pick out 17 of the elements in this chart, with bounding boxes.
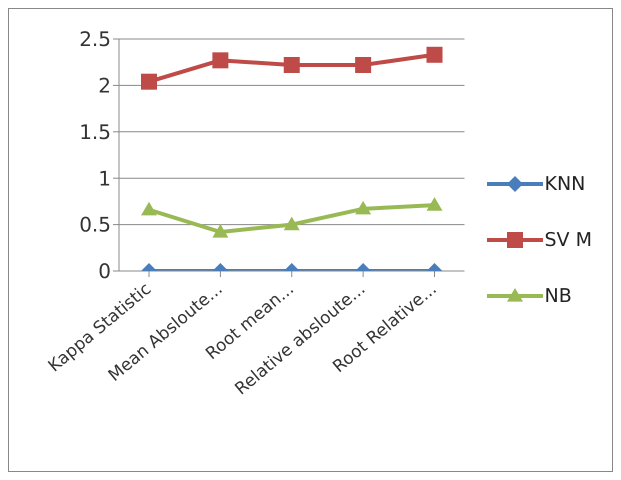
point <box>355 56 372 73</box>
legend-label: KNN <box>544 173 586 195</box>
y-tick-label: 0 <box>98 259 111 284</box>
point <box>141 74 157 90</box>
legend-label: SV M <box>544 229 592 251</box>
y-tick-label: 1 <box>98 166 111 190</box>
point <box>355 200 372 214</box>
point <box>212 52 228 68</box>
legend-label: NB <box>544 285 572 307</box>
y-tick-label: 1.5 <box>79 120 111 144</box>
point <box>141 202 157 216</box>
y-tick-label: 2.5 <box>79 27 111 52</box>
point <box>426 46 442 63</box>
y-tick-label: 2 <box>98 74 111 98</box>
point <box>284 56 300 73</box>
y-tick-label: 0.5 <box>79 212 111 237</box>
point <box>426 197 442 211</box>
